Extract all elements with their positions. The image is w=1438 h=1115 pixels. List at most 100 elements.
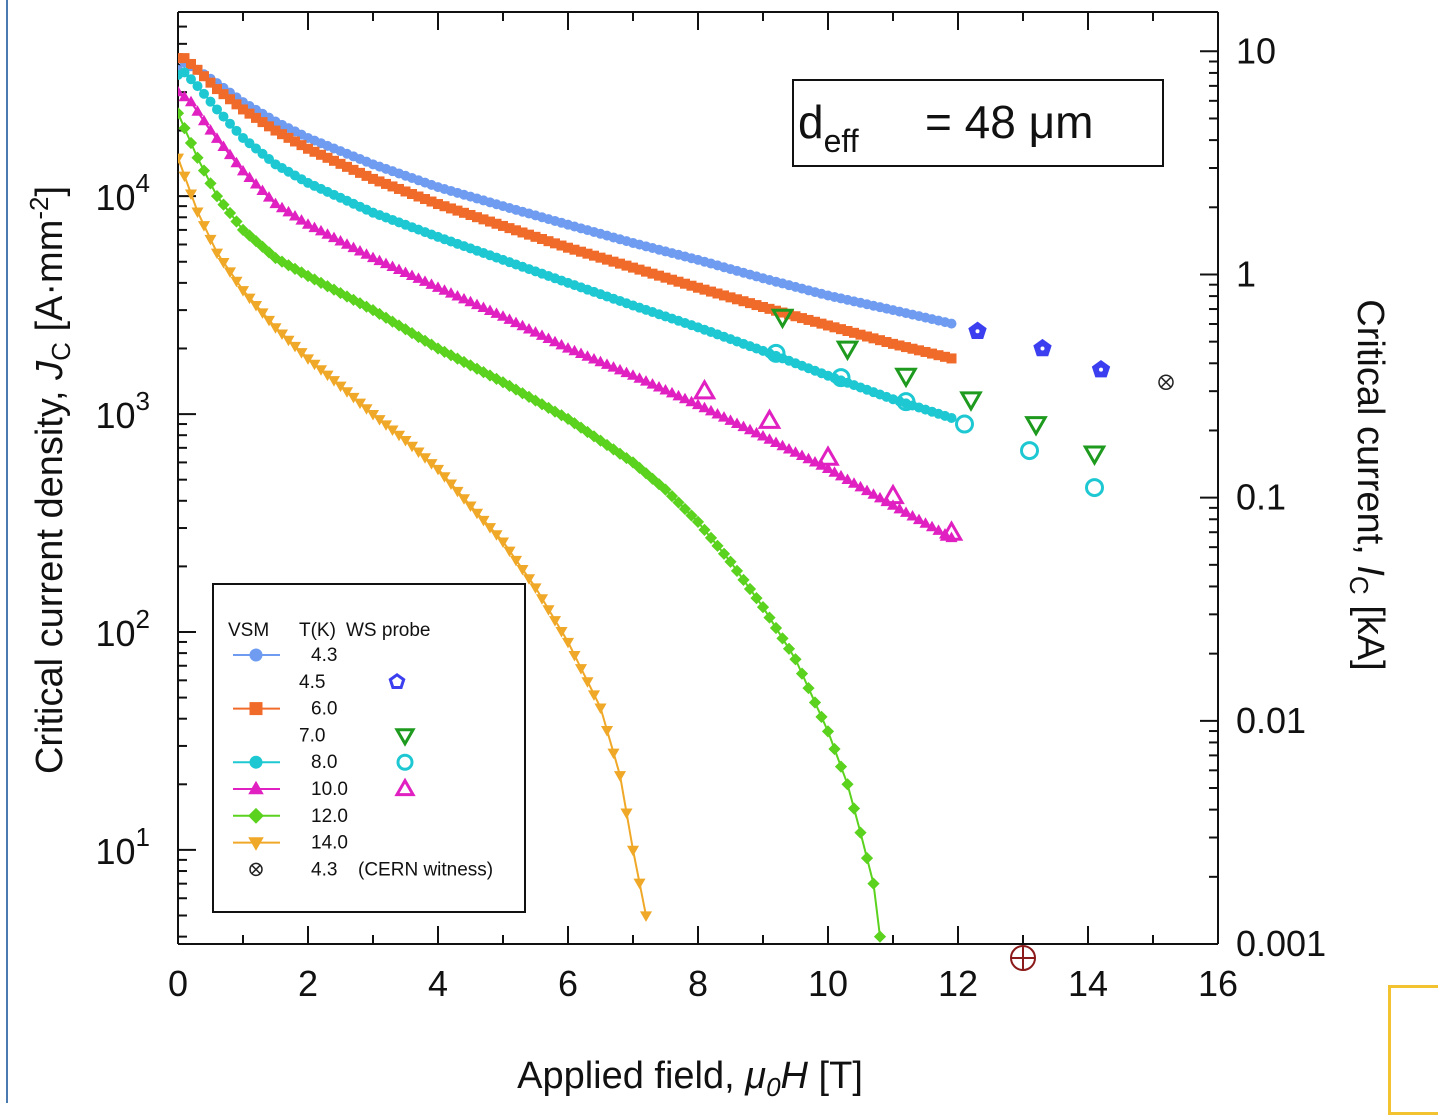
data-point — [600, 358, 614, 369]
data-point — [769, 621, 783, 635]
series-ws-4-5 — [968, 321, 1111, 378]
data-point — [217, 140, 230, 151]
data-point — [295, 348, 308, 359]
data-point — [516, 319, 529, 331]
chart-axes: 0 2 4 6 8 10 12 14 16 101 102 103 104 0.001 0.01 0.1 1 10 — [95, 11, 1326, 1004]
data-point — [366, 251, 380, 263]
data-point — [379, 420, 393, 431]
data-point — [347, 293, 360, 306]
data-point — [230, 276, 243, 288]
data-point — [821, 725, 835, 738]
legend-entry: 14.0 — [233, 833, 348, 854]
data-point — [360, 248, 373, 259]
data-point — [347, 392, 360, 404]
data-point — [301, 354, 315, 365]
data-point — [737, 573, 750, 587]
legend-entry: 4.5 — [299, 672, 406, 693]
data-point — [574, 664, 588, 675]
data-point — [251, 143, 261, 154]
data-point — [607, 361, 620, 372]
data-point — [620, 808, 633, 819]
data-point — [821, 462, 835, 474]
data-point — [1082, 445, 1107, 467]
data-point — [509, 316, 523, 328]
data-point — [490, 530, 503, 541]
data-point — [386, 425, 399, 437]
data-point — [847, 477, 861, 488]
x-axis-title: Applied field, μ0H [T] — [517, 1055, 863, 1102]
data-point — [535, 329, 549, 340]
data-point — [769, 436, 783, 447]
data-point — [275, 201, 289, 213]
data-point — [405, 269, 419, 280]
data-point — [581, 677, 594, 688]
data-point — [178, 171, 191, 183]
data-point — [301, 269, 315, 283]
data-point — [186, 58, 196, 69]
data-point — [555, 626, 568, 638]
data-point — [210, 190, 224, 203]
data-point — [782, 443, 796, 454]
data-point — [672, 389, 685, 401]
data-point — [418, 453, 432, 464]
data-point — [431, 342, 445, 355]
data-point — [600, 726, 614, 737]
data-point — [327, 283, 341, 296]
data-point — [179, 67, 190, 78]
data-point-cross — [1160, 376, 1172, 388]
data-point — [685, 395, 698, 407]
data-point — [548, 335, 562, 347]
svg-text:deff: deff — [798, 96, 859, 159]
data-point — [633, 461, 646, 474]
data-point — [607, 748, 620, 760]
data-point — [399, 266, 412, 277]
x-tick-label: 14 — [1068, 963, 1108, 1004]
legend-temp: 8.0 — [311, 752, 337, 773]
data-point — [394, 728, 416, 747]
data-point — [899, 506, 913, 517]
data-point — [854, 826, 867, 839]
data-point — [249, 862, 263, 877]
data-point — [802, 681, 815, 695]
data-point — [236, 286, 250, 297]
data-point — [236, 223, 250, 237]
legend-temp: 4.5 — [299, 672, 325, 693]
data-point — [212, 104, 222, 115]
data-point — [594, 703, 607, 714]
x-tick-label: 12 — [938, 963, 978, 1004]
data-point — [451, 289, 464, 301]
data-point — [529, 326, 542, 337]
data-point — [210, 248, 224, 260]
data-point — [802, 452, 815, 464]
data-point — [425, 459, 438, 470]
data-point — [881, 483, 905, 505]
data-point — [451, 486, 464, 498]
data-point — [444, 287, 458, 298]
legend-entry: 12.0 — [233, 806, 348, 827]
data-point — [816, 445, 840, 466]
data-point — [205, 77, 216, 88]
data-point — [218, 111, 229, 122]
data-point — [347, 241, 360, 253]
series-ws-10-0 — [692, 378, 964, 541]
data-point — [191, 151, 204, 164]
data-point-cross — [251, 864, 261, 875]
data-point — [262, 315, 276, 327]
x-tick-label: 16 — [1198, 963, 1238, 1004]
annotation-value: = 48 μm — [925, 96, 1093, 148]
data-point — [717, 547, 731, 560]
legend-temp: 6.0 — [311, 699, 337, 720]
data-point — [373, 254, 386, 266]
data-point — [244, 138, 255, 149]
data-point — [692, 378, 717, 400]
y-right-tick-label: 10 — [1236, 30, 1276, 71]
data-point — [334, 286, 347, 300]
data-point — [248, 807, 264, 824]
data-point — [711, 539, 724, 552]
data-point — [626, 845, 640, 857]
data-point — [301, 218, 315, 229]
data-point — [425, 278, 438, 289]
annotation-d: d — [798, 96, 824, 148]
series-vsm-8-0 — [178, 67, 957, 423]
data-point — [1085, 478, 1104, 498]
